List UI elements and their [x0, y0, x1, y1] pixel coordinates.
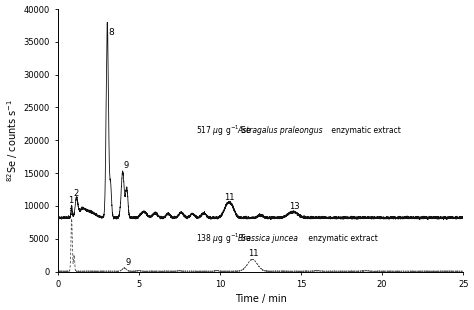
Text: 11: 11 — [224, 193, 234, 202]
X-axis label: Time / min: Time / min — [235, 294, 286, 304]
Text: 1: 1 — [68, 208, 73, 217]
Text: 13: 13 — [289, 202, 300, 211]
Text: 2: 2 — [74, 189, 79, 198]
Text: 9: 9 — [124, 162, 129, 171]
Text: 517 $\mu$g g$^{-1}$ Se: 517 $\mu$g g$^{-1}$ Se — [196, 123, 252, 138]
Text: 11: 11 — [248, 250, 258, 259]
Text: 138 $\mu$g g$^{-1}$ Se: 138 $\mu$g g$^{-1}$ Se — [196, 232, 252, 246]
Text: Brassica juncea: Brassica juncea — [238, 234, 298, 243]
Y-axis label: $^{82}$Se / counts s$^{-1}$: $^{82}$Se / counts s$^{-1}$ — [6, 99, 20, 182]
Text: 9: 9 — [126, 258, 131, 267]
Text: enzymatic extract: enzymatic extract — [328, 126, 401, 135]
Text: enzymatic extract: enzymatic extract — [306, 234, 378, 243]
Text: Astragalus praleongus: Astragalus praleongus — [238, 126, 323, 135]
Text: 1: 1 — [68, 196, 73, 205]
Text: 8: 8 — [109, 28, 114, 37]
